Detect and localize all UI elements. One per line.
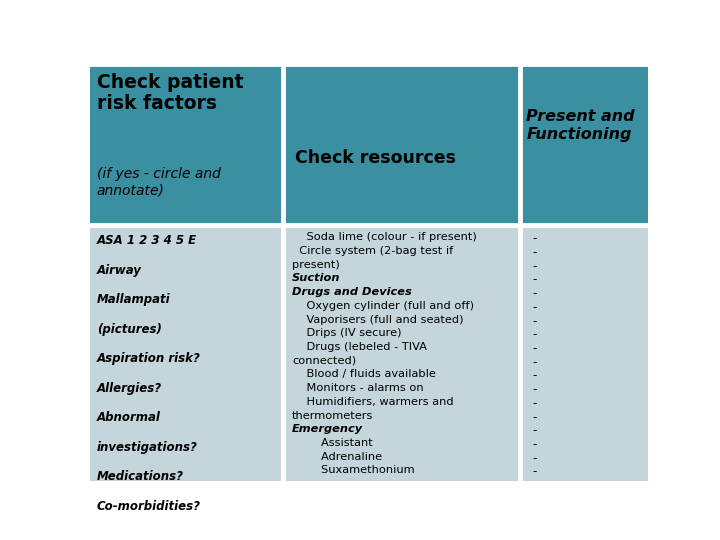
- Text: Suxamethonium: Suxamethonium: [292, 465, 415, 475]
- Text: -: -: [532, 246, 536, 259]
- Text: -: -: [532, 465, 536, 478]
- Text: Mallampati: Mallampati: [96, 293, 171, 306]
- Text: Soda lime (colour - if present): Soda lime (colour - if present): [292, 232, 477, 242]
- Text: -: -: [532, 424, 536, 437]
- Text: investigations?: investigations?: [96, 441, 197, 454]
- Text: Humidifiers, warmers and: Humidifiers, warmers and: [292, 397, 454, 407]
- Text: Emergency: Emergency: [292, 424, 363, 434]
- Text: -: -: [532, 273, 536, 287]
- Text: Vaporisers (full and seated): Vaporisers (full and seated): [292, 315, 464, 325]
- Bar: [90, 65, 282, 225]
- Text: -: -: [532, 438, 536, 451]
- Text: Present and
Functioning: Present and Functioning: [526, 110, 635, 142]
- Text: -: -: [532, 410, 536, 423]
- Text: ASA 1 2 3 4 5 E: ASA 1 2 3 4 5 E: [96, 234, 197, 247]
- Text: (pictures): (pictures): [96, 322, 161, 335]
- Text: -: -: [532, 383, 536, 396]
- Text: Check resources: Check resources: [294, 148, 456, 167]
- Text: connected): connected): [292, 356, 356, 366]
- Text: -: -: [532, 315, 536, 328]
- Text: Suction: Suction: [292, 273, 341, 284]
- Text: Drugs and Devices: Drugs and Devices: [292, 287, 412, 297]
- Text: thermometers: thermometers: [292, 410, 374, 421]
- Text: -: -: [532, 232, 536, 245]
- Text: -: -: [532, 301, 536, 314]
- Text: -: -: [532, 342, 536, 355]
- Bar: [282, 65, 520, 225]
- Text: -: -: [532, 260, 536, 273]
- Text: present): present): [292, 260, 340, 270]
- Bar: [520, 65, 648, 225]
- Text: Drugs (lebeled - TIVA: Drugs (lebeled - TIVA: [292, 342, 427, 352]
- Text: Co-morbidities?: Co-morbidities?: [96, 500, 201, 512]
- Text: Blood / fluids available: Blood / fluids available: [292, 369, 436, 380]
- Text: -: -: [532, 356, 536, 369]
- Bar: [520, 225, 648, 481]
- Text: -: -: [532, 369, 536, 382]
- Text: Allergies?: Allergies?: [96, 382, 162, 395]
- Bar: [90, 225, 282, 481]
- Text: -: -: [532, 287, 536, 300]
- Text: Circle system (2-bag test if: Circle system (2-bag test if: [292, 246, 454, 256]
- Text: -: -: [532, 397, 536, 410]
- Text: Drips (IV secure): Drips (IV secure): [292, 328, 402, 339]
- Text: (if yes - circle and
annotate): (if yes - circle and annotate): [96, 167, 220, 198]
- Text: Medications?: Medications?: [96, 470, 184, 483]
- Text: -: -: [532, 328, 536, 341]
- Text: Abnormal: Abnormal: [96, 411, 161, 424]
- Text: Assistant: Assistant: [292, 438, 373, 448]
- Bar: [282, 225, 520, 481]
- Text: Airway: Airway: [96, 264, 142, 276]
- Text: Monitors - alarms on: Monitors - alarms on: [292, 383, 423, 393]
- Text: Aspiration risk?: Aspiration risk?: [96, 352, 201, 365]
- Text: Adrenaline: Adrenaline: [292, 452, 382, 462]
- Text: -: -: [532, 452, 536, 465]
- Text: Check patient
risk factors: Check patient risk factors: [96, 73, 243, 113]
- Text: Oxygen cylinder (full and off): Oxygen cylinder (full and off): [292, 301, 474, 311]
